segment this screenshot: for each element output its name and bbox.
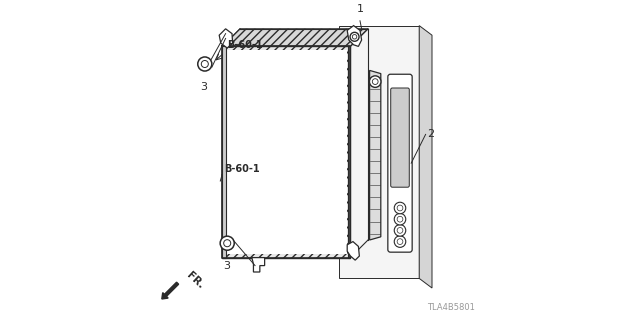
Circle shape — [352, 35, 357, 39]
Polygon shape — [339, 26, 419, 278]
Circle shape — [397, 239, 403, 244]
Text: 3: 3 — [223, 261, 230, 271]
Text: B-60-1: B-60-1 — [224, 164, 260, 174]
Text: 2: 2 — [428, 129, 435, 140]
Circle shape — [372, 79, 378, 84]
Text: FR.: FR. — [184, 270, 205, 291]
FancyBboxPatch shape — [388, 74, 412, 252]
Circle shape — [201, 60, 209, 68]
Circle shape — [224, 240, 231, 247]
Circle shape — [397, 228, 403, 233]
Text: 1: 1 — [356, 4, 364, 14]
Polygon shape — [219, 29, 233, 48]
Text: 3: 3 — [201, 82, 207, 92]
Polygon shape — [347, 26, 362, 46]
Polygon shape — [223, 46, 227, 258]
Circle shape — [220, 236, 234, 250]
Circle shape — [397, 205, 403, 211]
Polygon shape — [419, 26, 432, 288]
Polygon shape — [227, 50, 347, 254]
Polygon shape — [348, 46, 351, 258]
Circle shape — [394, 202, 406, 214]
Circle shape — [369, 76, 381, 87]
Polygon shape — [223, 46, 351, 258]
Polygon shape — [223, 29, 368, 46]
Circle shape — [394, 225, 406, 236]
FancyArrow shape — [162, 282, 179, 299]
Circle shape — [394, 213, 406, 225]
Polygon shape — [252, 258, 265, 272]
Circle shape — [198, 57, 212, 71]
FancyBboxPatch shape — [390, 88, 410, 187]
Text: TLA4B5801: TLA4B5801 — [428, 303, 475, 312]
Polygon shape — [347, 242, 360, 260]
Text: B-60-1: B-60-1 — [227, 40, 263, 50]
Circle shape — [397, 216, 403, 222]
Circle shape — [394, 236, 406, 247]
Circle shape — [350, 32, 359, 41]
Polygon shape — [370, 70, 381, 240]
